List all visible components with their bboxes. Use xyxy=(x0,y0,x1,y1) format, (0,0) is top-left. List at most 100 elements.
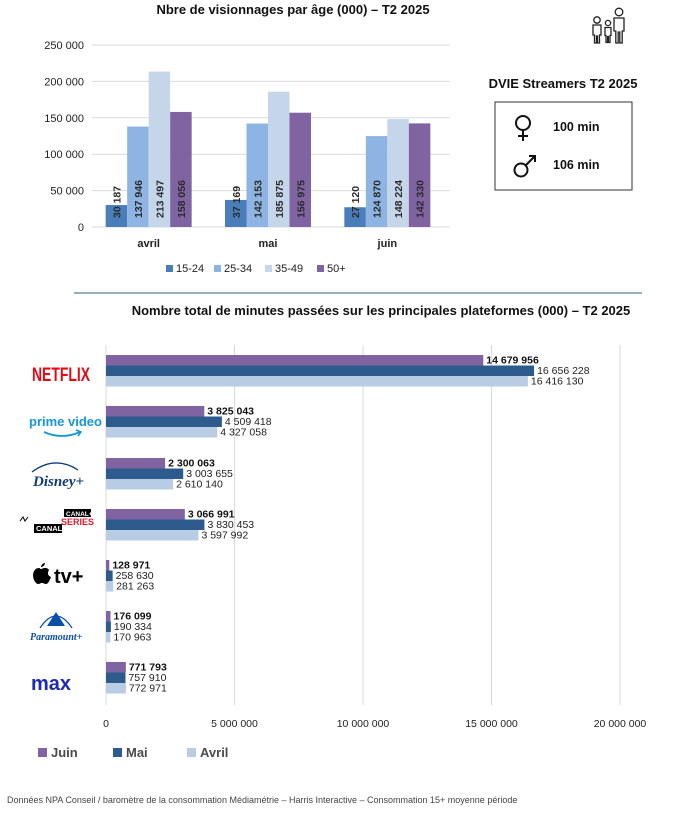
hbar-value-label: 3 825 043 xyxy=(207,406,254,418)
bar-value-label: 158 056 xyxy=(176,180,188,218)
legend-swatch xyxy=(113,748,122,757)
bar-50+-avril xyxy=(170,111,192,227)
y-tick-label: 200 000 xyxy=(44,76,84,88)
age-views-legend: 15-24 25-34 35-49 50+ xyxy=(166,263,346,275)
hbar-Avril-Paramount+ xyxy=(106,632,111,643)
bottom-chart-title: Nombre total de minutes passées sur les … xyxy=(132,303,631,318)
x-category-label: mai xyxy=(259,238,278,250)
svg-text:CANAL+: CANAL+ xyxy=(66,511,93,518)
legend-swatch xyxy=(166,265,173,272)
bar-value-label: 27 120 xyxy=(350,186,362,218)
hbar-value-label: 4 509 418 xyxy=(225,416,272,428)
paramount-logo-icon: Paramount+ xyxy=(30,612,83,643)
legend-swatch xyxy=(187,748,196,757)
svg-text:max: max xyxy=(31,673,71,695)
svg-text:NETFLIX: NETFLIX xyxy=(32,365,90,386)
hbar-Avril-Apple TV+ xyxy=(106,581,114,592)
hbar-value-label: 170 963 xyxy=(113,632,151,644)
y-tick-label: 100 000 xyxy=(44,149,84,161)
hbar-Avril-Netflix xyxy=(106,376,528,387)
bar-value-label: 185 875 xyxy=(274,180,286,218)
hbar-Avril-Canal+ Séries xyxy=(106,530,199,541)
legend-label: Juin xyxy=(51,745,78,760)
hbar-Juin-Apple TV+ xyxy=(106,560,110,571)
svg-text:SERIES: SERIES xyxy=(61,517,94,527)
legend-swatch xyxy=(317,265,324,272)
dvie-male-value: 106 min xyxy=(553,158,600,172)
hbar-Juin-Paramount+ xyxy=(106,611,111,622)
hbar-value-label: 281 263 xyxy=(116,581,154,593)
x-category-label: avril xyxy=(137,238,160,250)
x-tick-label: 20 000 000 xyxy=(594,718,647,730)
hbar-Mai-Disney+ xyxy=(106,468,184,479)
hbar-Juin-Netflix xyxy=(106,355,484,366)
bar-35-49-avril xyxy=(148,71,171,227)
legend-label: 25-34 xyxy=(224,263,252,275)
legend-swatch xyxy=(214,265,221,272)
y-tick-label: 0 xyxy=(78,222,84,234)
bar-25-34-avril xyxy=(127,126,149,227)
bar-value-label: 124 870 xyxy=(372,180,384,218)
hbar-value-label: 176 099 xyxy=(114,611,152,623)
dvie-female-value: 100 min xyxy=(553,120,600,134)
hbar-Avril-Max xyxy=(106,683,126,694)
hbar-value-label: 14 679 956 xyxy=(486,355,539,367)
y-tick-label: 250 000 xyxy=(44,40,84,52)
hbar-Mai-Prime Video xyxy=(106,416,222,427)
x-tick-label: 5 000 000 xyxy=(211,718,258,730)
x-category-label: juin xyxy=(377,238,398,250)
hbar-Avril-Disney+ xyxy=(106,479,174,490)
family-icon xyxy=(592,7,625,44)
age-views-chart: 0 50 000 100 000 150 000 200 000 250 000 30 18… xyxy=(44,40,450,250)
max-logo-icon: max xyxy=(31,673,71,695)
hbar-value-label: 16 416 130 xyxy=(531,376,584,388)
hbar-value-label: 772 971 xyxy=(129,683,167,695)
apple-tv-logo-icon: tv+ xyxy=(33,563,83,588)
hbar-Avril-Prime Video xyxy=(106,427,218,438)
top-chart-title: Nbre de visionnages par âge (000) – T2 2… xyxy=(156,2,429,17)
bar-value-label: 137 946 xyxy=(133,180,145,218)
hbar-value-label: 3 003 655 xyxy=(186,468,233,480)
legend-label: 35-49 xyxy=(275,263,303,275)
bar-50+-mai xyxy=(289,112,311,227)
hbar-Juin-Canal+ Séries xyxy=(106,509,185,520)
hbar-Juin-Max xyxy=(106,662,126,673)
hbar-Mai-Canal+ Séries xyxy=(106,519,205,530)
platform-logos: NETFLIX prime video Disney+ CANAL+SERIESCAN… xyxy=(19,365,102,695)
bar-15-24-mai xyxy=(225,199,247,227)
svg-text:CANAL: CANAL xyxy=(36,524,63,533)
disney-plus-logo-icon: Disney+ xyxy=(31,462,84,490)
bar-15-24-juin xyxy=(344,207,366,227)
hbar-value-label: 16 656 228 xyxy=(537,365,590,377)
hbar-value-label: 258 630 xyxy=(116,570,154,582)
hbar-Mai-Max xyxy=(106,672,126,683)
legend-swatch xyxy=(38,748,47,757)
legend-label: Avril xyxy=(200,745,228,760)
platform-minutes-chart: 0 5 000 000 10 000 000 15 000 000 20 000 000… xyxy=(103,345,646,730)
bar-value-label: 37 169 xyxy=(231,186,243,218)
hbar-Juin-Disney+ xyxy=(106,458,166,469)
bar-value-label: 213 497 xyxy=(154,180,166,218)
legend-label: 15-24 xyxy=(176,263,204,275)
bar-35-49-mai xyxy=(268,91,290,227)
bar-50+-juin xyxy=(408,123,431,227)
bar-25-34-juin xyxy=(365,136,388,227)
hbar-Juin-Prime Video xyxy=(106,406,205,417)
hbar-value-label: 190 334 xyxy=(114,621,152,633)
hbar-value-label: 771 793 xyxy=(129,662,167,674)
bar-value-label: 142 153 xyxy=(252,180,264,218)
legend-swatch xyxy=(265,265,272,272)
hbar-value-label: 3 066 991 xyxy=(188,509,235,521)
netflix-logo-icon: NETFLIX xyxy=(32,365,90,386)
hbar-value-label: 4 327 058 xyxy=(220,427,267,439)
x-tick-label: 0 xyxy=(103,718,109,730)
legend-label: 50+ xyxy=(327,263,346,275)
hbar-Mai-Paramount+ xyxy=(106,621,111,632)
male-symbol-icon xyxy=(513,155,536,178)
bar-value-label: 156 975 xyxy=(295,180,307,218)
hbar-value-label: 128 971 xyxy=(112,560,150,572)
svg-text:tv+: tv+ xyxy=(54,566,83,588)
